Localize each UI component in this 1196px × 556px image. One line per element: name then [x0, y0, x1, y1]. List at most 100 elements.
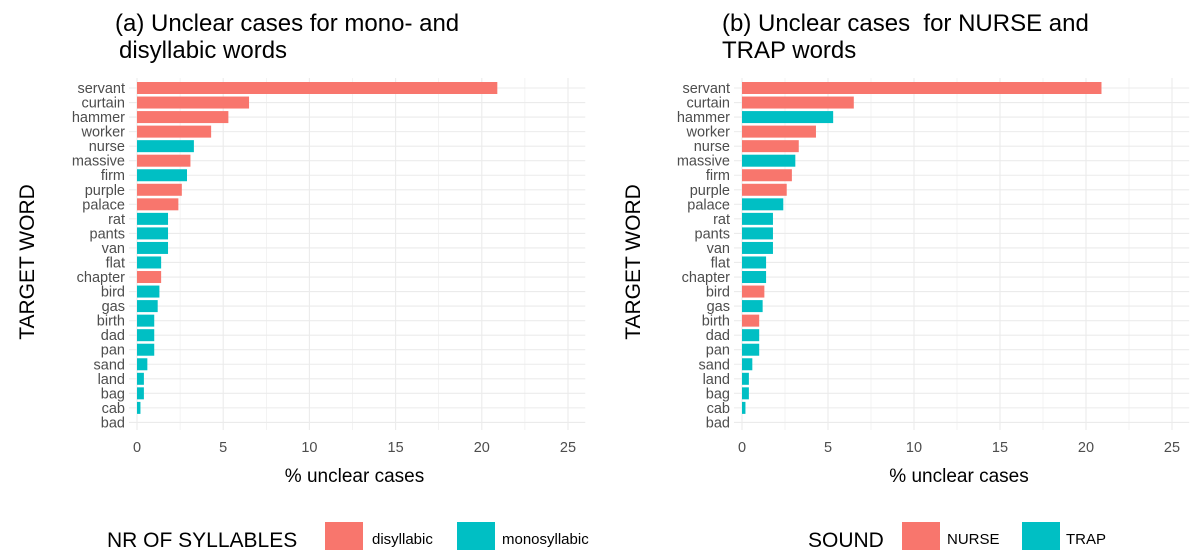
legend-title: NR OF SYLLABLES	[107, 529, 297, 551]
y-tick-label: pan	[101, 343, 125, 359]
y-tick-label: pan	[706, 343, 730, 359]
legend-swatch-monosyllabic	[457, 522, 495, 550]
bar-sand	[137, 358, 148, 371]
bar-cab	[137, 401, 141, 414]
y-tick-label: servant	[682, 81, 730, 97]
bar-hammer	[742, 111, 834, 124]
y-tick-label: pants	[90, 226, 125, 242]
bar-land	[137, 372, 144, 385]
x-tick-label: 0	[738, 440, 746, 456]
legend-swatch-NURSE	[902, 522, 940, 550]
y-tick-label: birth	[702, 314, 730, 330]
y-tick-label: worker	[685, 125, 730, 141]
x-tick-label: 25	[1164, 440, 1180, 456]
y-tick-label: bag	[706, 386, 730, 402]
bar-rat	[137, 212, 169, 225]
bar-bag	[137, 387, 144, 400]
legend: NR OF SYLLABLES disyllabic monosyllabic	[107, 522, 589, 552]
y-tick-label: bad	[706, 415, 730, 431]
bar-purple	[742, 183, 787, 196]
bar-birth	[742, 314, 760, 327]
legend: SOUND NURSE TRAP	[808, 522, 1106, 552]
y-axis-title: TARGET WORD	[16, 184, 39, 340]
y-tick-label: van	[707, 241, 730, 257]
bar-worker	[137, 125, 212, 138]
bar-gas	[742, 300, 763, 313]
y-tick-label: birth	[97, 314, 125, 330]
bar-van	[137, 241, 169, 254]
y-tick-label: nurse	[89, 139, 125, 155]
y-tick-label: rat	[108, 212, 125, 228]
bar-curtain	[742, 96, 854, 109]
bar-massive	[742, 154, 796, 167]
bar-bird	[742, 285, 765, 298]
legend-label: monosyllabic	[502, 531, 589, 548]
y-tick-label: gas	[707, 299, 730, 315]
y-tick-label: chapter	[682, 270, 731, 286]
bar-flat	[742, 256, 767, 269]
x-tick-label: 5	[824, 440, 832, 456]
legend-swatch-TRAP	[1022, 522, 1060, 550]
y-tick-label: sand	[699, 357, 730, 373]
y-tick-label: bad	[101, 415, 125, 431]
bar-flat	[137, 256, 162, 269]
bar-palace	[137, 198, 179, 211]
y-tick-label: dad	[101, 328, 125, 344]
x-tick-label: 20	[1078, 440, 1094, 456]
y-tick-label: cab	[102, 401, 125, 417]
legend-swatch-disyllabic	[325, 522, 363, 550]
y-tick-label: land	[98, 372, 125, 388]
y-tick-label: pants	[695, 226, 730, 242]
chart-title-line: (b) Unclear cases for NURSE and	[722, 10, 1089, 37]
chart-title-line: (a) Unclear cases for mono- and	[115, 10, 459, 37]
bar-bag	[742, 387, 749, 400]
chart-panel-b: servantcurtainhammerworkernursemassivefi…	[622, 10, 1190, 552]
y-tick-label: firm	[706, 168, 730, 184]
y-tick-label: curtain	[81, 96, 125, 112]
bar-pan	[137, 343, 155, 356]
bar-sand	[742, 358, 753, 371]
bar-curtain	[137, 96, 250, 109]
bar-chapter	[137, 271, 162, 284]
x-tick-label: 10	[301, 440, 317, 456]
y-tick-label: purple	[690, 183, 730, 199]
y-tick-label: palace	[82, 197, 125, 213]
y-tick-label: bag	[101, 386, 125, 402]
bar-rat	[742, 212, 773, 225]
y-tick-label: rat	[713, 212, 730, 228]
bar-firm	[137, 169, 187, 182]
bar-birth	[137, 314, 155, 327]
bar-bird	[137, 285, 160, 298]
y-tick-label: gas	[102, 299, 125, 315]
bar-nurse	[742, 140, 799, 153]
bar-firm	[742, 169, 792, 182]
bar-servant	[137, 82, 498, 94]
y-tick-label: palace	[687, 197, 730, 213]
bar-hammer	[137, 111, 229, 124]
y-tick-label: dad	[706, 328, 730, 344]
bar-palace	[742, 198, 784, 211]
x-tick-label: 25	[560, 440, 576, 456]
y-tick-label: massive	[72, 154, 125, 170]
bar-cab	[742, 401, 746, 414]
bar-pants	[742, 227, 773, 240]
y-tick-label: land	[703, 372, 730, 388]
bar-gas	[137, 300, 158, 313]
chart-title-line: TRAP words	[722, 37, 856, 64]
chart-panel-a: servantcurtainhammerworkernursemassivefi…	[16, 10, 589, 552]
bar-pants	[137, 227, 169, 240]
bar-pan	[742, 343, 760, 356]
y-tick-label: flat	[711, 255, 730, 271]
y-tick-label: firm	[101, 168, 125, 184]
legend-title: SOUND	[808, 529, 884, 551]
y-tick-label: servant	[77, 81, 125, 97]
y-tick-label: purple	[85, 183, 125, 199]
y-tick-label: bird	[706, 285, 730, 301]
x-tick-label: 20	[474, 440, 490, 456]
y-tick-label: flat	[106, 255, 125, 271]
y-tick-label: hammer	[72, 110, 125, 126]
bar-servant	[742, 82, 1102, 94]
bar-massive	[137, 154, 191, 167]
bar-purple	[137, 183, 182, 196]
